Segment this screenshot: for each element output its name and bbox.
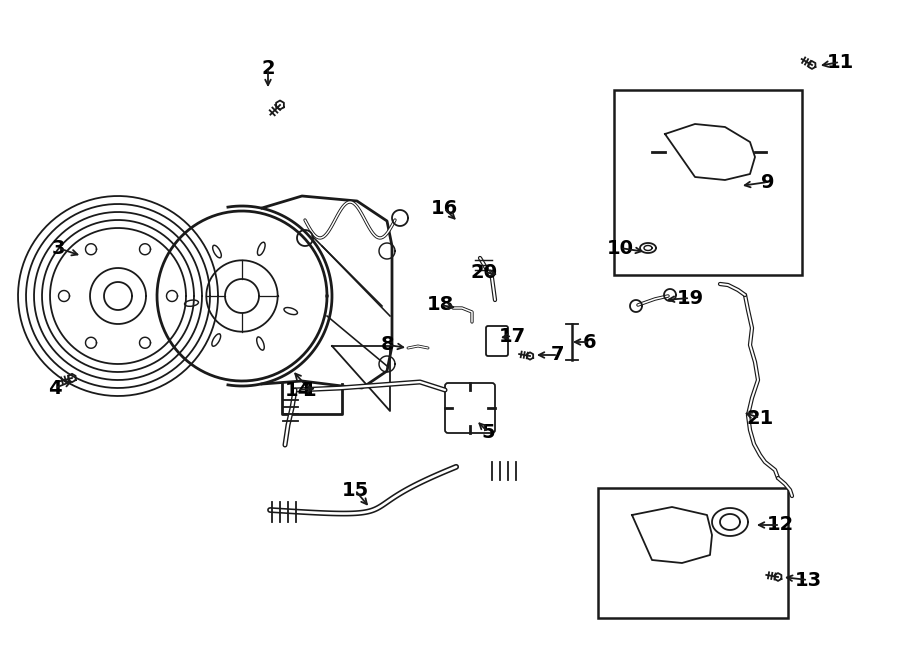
Text: 18: 18 xyxy=(427,295,454,314)
Text: 11: 11 xyxy=(826,52,853,71)
Text: 2: 2 xyxy=(261,58,274,77)
Polygon shape xyxy=(276,101,284,109)
Bar xyxy=(614,90,802,275)
Text: 15: 15 xyxy=(341,481,369,500)
Text: 1: 1 xyxy=(303,381,317,399)
Polygon shape xyxy=(808,61,815,69)
Text: 17: 17 xyxy=(499,326,526,346)
Text: 5: 5 xyxy=(482,422,495,442)
FancyBboxPatch shape xyxy=(445,383,495,433)
Text: 14: 14 xyxy=(284,381,311,399)
Text: 4: 4 xyxy=(49,379,62,397)
FancyBboxPatch shape xyxy=(486,326,508,356)
Polygon shape xyxy=(775,573,781,581)
Polygon shape xyxy=(68,374,76,382)
Text: 21: 21 xyxy=(746,408,774,428)
Text: 12: 12 xyxy=(767,516,794,534)
Text: 6: 6 xyxy=(583,332,597,352)
Text: 10: 10 xyxy=(607,238,634,258)
Bar xyxy=(598,488,788,618)
Text: 9: 9 xyxy=(761,173,775,191)
Text: 20: 20 xyxy=(471,263,498,281)
Text: 16: 16 xyxy=(430,199,457,218)
Text: 3: 3 xyxy=(51,238,65,258)
Text: 8: 8 xyxy=(382,336,395,354)
Polygon shape xyxy=(632,507,712,563)
Text: 7: 7 xyxy=(551,346,565,365)
Text: 19: 19 xyxy=(677,289,704,308)
Polygon shape xyxy=(526,352,533,359)
Polygon shape xyxy=(665,124,755,180)
Text: 13: 13 xyxy=(795,571,822,589)
